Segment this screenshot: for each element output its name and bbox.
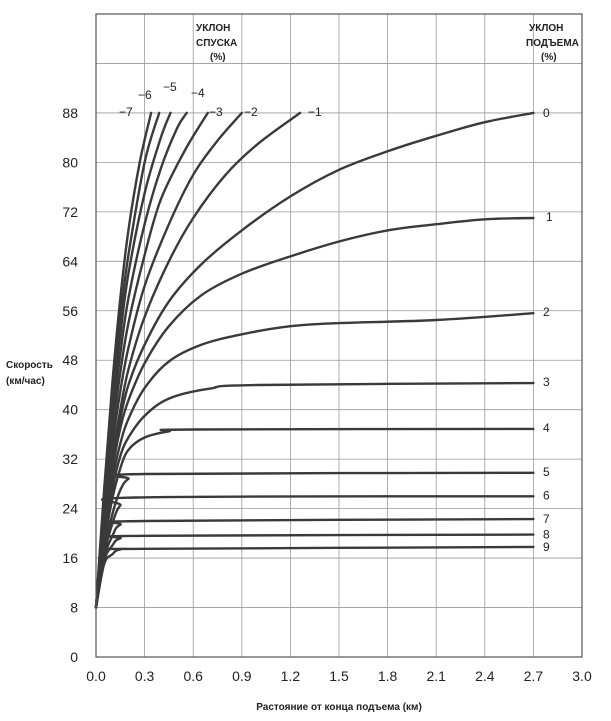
y-tick-label: 88 — [62, 105, 78, 121]
x-tick-label: 0.0 — [86, 668, 106, 684]
ascent-title-line-2: ПОДЪЕМА — [526, 38, 579, 49]
series-label: 9 — [543, 540, 550, 554]
descent-title-line-3: (%) — [210, 52, 226, 63]
y-tick-label: 0 — [70, 649, 78, 665]
x-tick-label: 1.2 — [281, 668, 301, 684]
series-label: 7 — [543, 512, 550, 526]
series-label: −4 — [191, 86, 205, 100]
series-curve — [94, 545, 535, 609]
series-labels: 98 7 6 5 4 3 2 1 0 −1 −2 −3 −4 −5 −6 −7 — [119, 80, 553, 554]
series-curves — [94, 111, 535, 609]
series-label: −3 — [209, 105, 223, 119]
series-label: −6 — [138, 88, 152, 102]
y-tick-label: 80 — [62, 154, 78, 170]
ascent-title-line-1: УКЛОН — [529, 23, 563, 34]
series-label: −1 — [308, 105, 322, 119]
y-tick-label: 48 — [62, 352, 78, 368]
series-label: 3 — [543, 375, 550, 389]
x-tick-label: 1.8 — [378, 668, 398, 684]
series-label: 0 — [543, 106, 550, 120]
series-curve — [94, 312, 535, 609]
series-label: −5 — [163, 80, 177, 94]
y-tick-label: 72 — [62, 204, 78, 220]
series-label: 2 — [543, 305, 550, 319]
series-curve — [94, 471, 535, 609]
descent-title-line-1: УКЛОН — [196, 23, 230, 34]
series-label: 4 — [543, 421, 550, 435]
series-label: −7 — [119, 105, 133, 119]
descent-title-line-2: СПУСКА — [196, 38, 237, 49]
y-tick-label: 56 — [62, 303, 78, 319]
series-label: −2 — [244, 105, 258, 119]
series-label: 1 — [546, 210, 553, 224]
series-curve — [94, 495, 535, 609]
x-tick-label: 1.5 — [329, 668, 349, 684]
series-label: 5 — [543, 465, 550, 479]
x-tick-label: 2.1 — [426, 668, 446, 684]
series-label: 8 — [543, 528, 550, 542]
series-curve — [94, 517, 535, 609]
tick-labels: 0.0 0.3 0.6 0.9 1.2 1.5 1.8 2.1 2.4 2.7 3.00816243… — [62, 105, 592, 684]
x-tick-label: 0.3 — [135, 668, 155, 684]
series-curve — [94, 111, 153, 609]
y-tick-label: 64 — [62, 253, 78, 269]
grid — [96, 14, 582, 657]
x-tick-label: 2.4 — [475, 668, 495, 684]
x-axis-title: Растояние от конца подъема (км) — [256, 702, 422, 713]
x-tick-label: 0.9 — [232, 668, 252, 684]
y-tick-label: 8 — [70, 600, 78, 616]
y-tick-label: 16 — [62, 550, 78, 566]
y-tick-label: 40 — [62, 402, 78, 418]
series-curve — [94, 533, 535, 609]
ascent-title-line-3: (%) — [541, 52, 557, 63]
y-axis-title-line-2: (км/час) — [6, 376, 45, 387]
x-tick-label: 3.0 — [572, 668, 592, 684]
series-label: 6 — [543, 488, 550, 502]
x-tick-label: 0.6 — [183, 668, 203, 684]
y-tick-label: 32 — [62, 451, 78, 467]
plot-frame — [95, 13, 583, 658]
y-axis-title-line-1: Скорость — [6, 360, 53, 371]
x-tick-label: 2.7 — [524, 668, 544, 684]
y-tick-label: 24 — [62, 501, 78, 517]
